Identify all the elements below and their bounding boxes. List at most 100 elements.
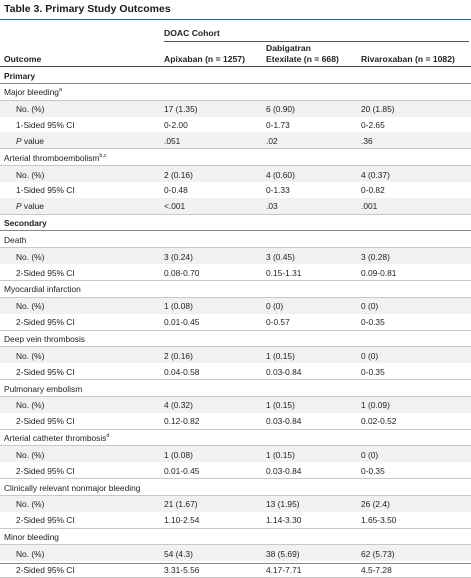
- row-label-text: Pulmonary embolism: [4, 383, 83, 394]
- rivaroxaban-value: 0 (0): [361, 350, 379, 361]
- apixaban-value: 0-0.48: [164, 185, 188, 196]
- stat-label: P value: [16, 201, 44, 211]
- row-label-text: 2-Sided 95% CI: [16, 515, 75, 526]
- outcome-label: Clinically relevant nonmajor bleeding: [4, 483, 140, 493]
- outcome-label: Arterial thromboembolismb,c: [4, 153, 107, 163]
- table-row: No. (%) 21 (1.67) 13 (1.95) 26 (2.4): [0, 495, 471, 512]
- row-label-text: 1-Sided 95% CI: [16, 120, 75, 131]
- dabigatran-value: 0.03-0.84: [266, 366, 302, 377]
- row-label-text: P value: [16, 201, 44, 212]
- rivaroxaban-value: 26 (2.4): [361, 499, 390, 510]
- row-label-text: Major bleeding: [4, 87, 59, 98]
- outcome-label: Death: [4, 235, 26, 245]
- table-row: 2-Sided 95% CI 0.01-0.45 0-0.57 0-0.35: [0, 314, 471, 331]
- rivaroxaban-value: 62 (5.73): [361, 548, 395, 559]
- table-row: No. (%) 4 (0.32) 1 (0.15) 1 (0.09): [0, 396, 471, 413]
- rivaroxaban-value: 3 (0.28): [361, 251, 390, 262]
- table-row: 2-Sided 95% CI 0.04-0.58 0.03-0.84 0-0.35: [0, 363, 471, 381]
- apixaban-value: 0.12-0.82: [164, 416, 200, 427]
- row-label-text: No. (%): [16, 449, 45, 460]
- dabigatran-value: 3 (0.45): [266, 251, 295, 262]
- outcome-row: Major bleedinga: [0, 84, 471, 101]
- table-row: 2-Sided 95% CI 0.01-0.45 0.03-0.84 0-0.35: [0, 462, 471, 480]
- apixaban-value: 1 (0.08): [164, 301, 193, 312]
- header-rule: [0, 66, 471, 67]
- rivaroxaban-value: 0 (0): [361, 301, 379, 312]
- outcome-row: Myocardial infarction: [0, 281, 471, 298]
- title-rule: [0, 19, 471, 20]
- stat-label: No. (%): [16, 499, 44, 509]
- footnote-marker: d: [106, 433, 110, 440]
- dabigatran-value: 4.17-7.71: [266, 564, 302, 575]
- dabigatran-value: 0-0.57: [266, 317, 290, 328]
- rivaroxaban-value: 0-0.35: [361, 366, 385, 377]
- rivaroxaban-value: 0.02-0.52: [361, 416, 397, 427]
- dabigatran-value: 1 (0.15): [266, 400, 295, 411]
- outcome-label: Myocardial infarction: [4, 284, 81, 294]
- apixaban-value: 4 (0.32): [164, 400, 193, 411]
- dabigatran-column-header: Dabigatran Etexilate (n = 668): [266, 43, 339, 65]
- rivaroxaban-value: .001: [361, 201, 378, 212]
- table-title: Table 3. Primary Study Outcomes: [4, 3, 171, 15]
- group-header-rule: [164, 41, 469, 42]
- rivaroxaban-value: .36: [361, 135, 373, 146]
- dabigatran-value: 0.03-0.84: [266, 465, 302, 476]
- apixaban-value: 21 (1.67): [164, 499, 198, 510]
- table-bottom-rule: [0, 563, 471, 564]
- outcome-row: Arterial catheter thrombosisd: [0, 430, 471, 447]
- table-row: No. (%) 1 (0.08) 1 (0.15) 0 (0): [0, 446, 471, 463]
- row-label-text: 2-Sided 95% CI: [16, 267, 75, 278]
- row-label-text: P value: [16, 135, 44, 146]
- rivaroxaban-value: 0 (0): [361, 449, 379, 460]
- table-row: 1-Sided 95% CI 0-2.00 0-1.73 0-2.65: [0, 117, 471, 133]
- stat-label: No. (%): [16, 104, 44, 114]
- dabigatran-value: .02: [266, 135, 278, 146]
- table-row: No. (%) 54 (4.3) 38 (5.69) 62 (5.73): [0, 545, 471, 562]
- apixaban-value: 0-2.00: [164, 120, 188, 131]
- table-row: P value .051 .02 .36: [0, 132, 471, 150]
- row-label-text: Minor bleeding: [4, 532, 59, 543]
- outcome-label: Arterial catheter thrombosisd: [4, 433, 109, 443]
- row-label-text: No. (%): [16, 169, 45, 180]
- row-label-text: Myocardial infarction: [4, 284, 81, 295]
- apixaban-value: .051: [164, 135, 181, 146]
- apixaban-value: 2 (0.16): [164, 169, 193, 180]
- rivaroxaban-column-header: Rivaroxaban (n = 1082): [361, 54, 455, 64]
- rivaroxaban-value: 0-0.82: [361, 185, 385, 196]
- table-row: 2-Sided 95% CI 0.08-0.70 0.15-1.31 0.09-0.8…: [0, 264, 471, 281]
- apixaban-column-header: Apixaban (n = 1257): [164, 54, 245, 64]
- section-row: Secondary: [0, 215, 471, 232]
- row-label-text: 2-Sided 95% CI: [16, 416, 75, 427]
- dabigatran-value: 6 (0.90): [266, 104, 295, 115]
- apixaban-value: 0.01-0.45: [164, 317, 200, 328]
- outcome-column-header: Outcome: [4, 54, 42, 64]
- row-label-text: Arterial thromboembolism: [4, 152, 100, 163]
- row-label-text: Secondary: [4, 218, 47, 229]
- row-label-text: No. (%): [16, 104, 45, 115]
- row-label-text: 2-Sided 95% CI: [16, 366, 75, 377]
- doac-cohort-header: DOAC Cohort: [164, 28, 220, 38]
- dabigatran-header-line1: Dabigatran: [266, 43, 311, 53]
- dabigatran-value: 0.15-1.31: [266, 267, 302, 278]
- stat-label: 2-Sided 95% CI: [16, 317, 75, 327]
- table-body: Primary Major bleedinga No. (%) 17 (1.35) 6 …: [0, 67, 471, 578]
- apixaban-value: 3.31-5.56: [164, 564, 200, 575]
- row-label-text: Death: [4, 234, 27, 245]
- row-label-text: Deep vein thrombosis: [4, 334, 85, 344]
- stat-label: 2-Sided 95% CI: [16, 565, 75, 575]
- dabigatran-value: 1.14-3.30: [266, 515, 302, 526]
- apixaban-value: 17 (1.35): [164, 104, 198, 115]
- table-row: No. (%) 2 (0.16) 1 (0.15) 0 (0): [0, 347, 471, 364]
- table-row: No. (%) 1 (0.08) 0 (0) 0 (0): [0, 297, 471, 314]
- dabigatran-value: 38 (5.69): [266, 548, 300, 559]
- table-row: No. (%) 2 (0.16) 4 (0.60) 4 (0.37): [0, 166, 471, 182]
- section-label: Primary: [4, 71, 35, 81]
- row-label-text: Arterial catheter thrombosis: [4, 433, 107, 444]
- row-label-text: No. (%): [16, 350, 45, 361]
- row-label-text: No. (%): [16, 301, 45, 312]
- outcome-label: Minor bleeding: [4, 532, 59, 542]
- apixaban-value: 1 (0.08): [164, 449, 193, 460]
- stat-label: No. (%): [16, 450, 44, 460]
- rivaroxaban-value: 1.65-3.50: [361, 515, 397, 526]
- table-row: P value <.001 .03 .001: [0, 197, 471, 215]
